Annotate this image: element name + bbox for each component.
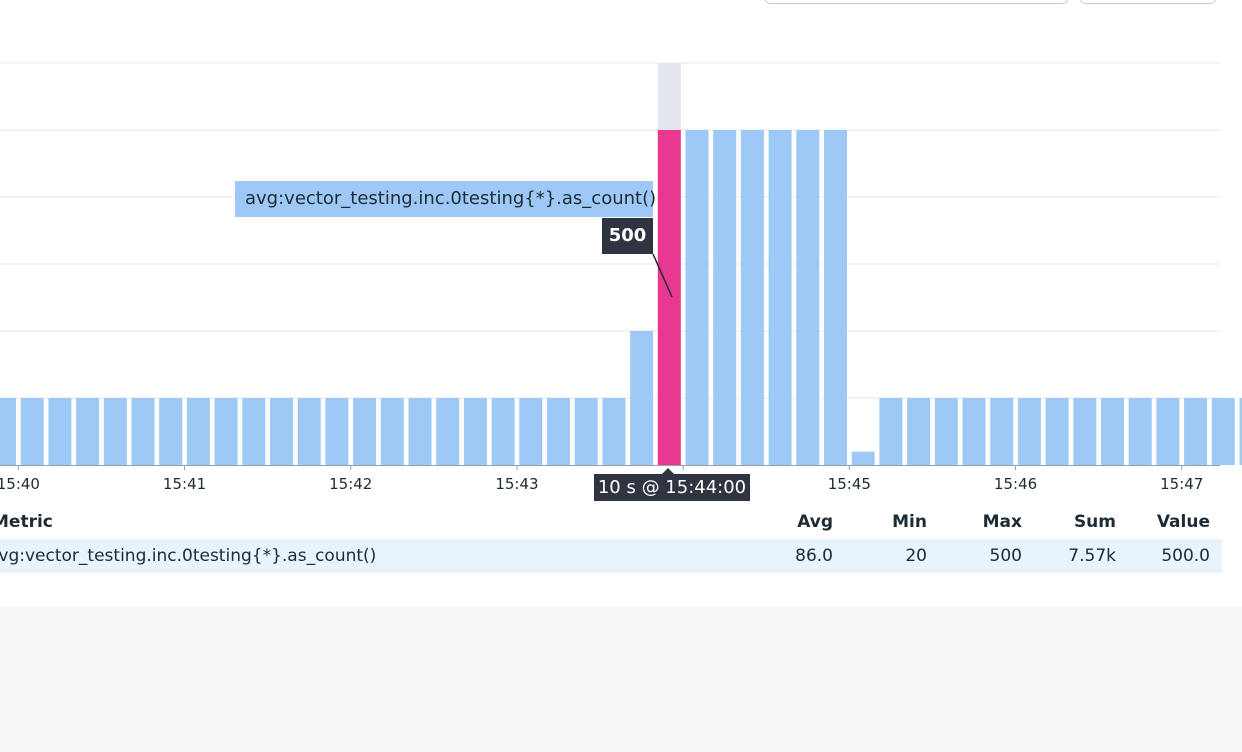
bar[interactable] [159, 398, 183, 465]
legend-row-value: 500.0 [1161, 546, 1210, 566]
bar[interactable] [934, 398, 958, 465]
x-tick-label: 15:45 [828, 475, 871, 493]
bar[interactable] [297, 398, 321, 465]
legend-row-metric: avg:vector_testing.inc.0testing{*}.as_co… [0, 546, 377, 566]
legend-header-sum[interactable]: Sum [1073, 512, 1116, 532]
bar[interactable] [574, 398, 598, 465]
bars [0, 130, 1242, 465]
x-tick-label: 15:43 [495, 475, 538, 493]
bar[interactable] [131, 398, 155, 465]
x-tick-label: 15:42 [329, 475, 372, 493]
bar[interactable] [907, 398, 931, 465]
bar[interactable] [20, 398, 44, 465]
bar[interactable] [408, 398, 432, 465]
legend-header-metric[interactable]: Metric [0, 512, 53, 532]
bar[interactable] [630, 331, 654, 465]
bar[interactable] [851, 451, 875, 465]
bar[interactable] [1101, 398, 1124, 465]
bar[interactable] [1073, 398, 1097, 465]
bar[interactable] [76, 398, 100, 465]
bar[interactable] [48, 398, 72, 465]
bar[interactable] [103, 398, 127, 465]
legend-header-avg[interactable]: Avg [797, 512, 833, 532]
bar[interactable] [713, 130, 737, 465]
bar[interactable] [1239, 398, 1242, 465]
hover-value-tag: 500 [602, 218, 653, 254]
bar[interactable] [1211, 398, 1235, 465]
bar[interactable] [353, 398, 377, 465]
bar[interactable] [547, 398, 570, 465]
bar[interactable] [1045, 398, 1069, 465]
bar[interactable] [824, 130, 847, 465]
bar-highlighted[interactable] [657, 130, 681, 465]
legend-header-value[interactable]: Value [1156, 512, 1210, 532]
bar[interactable] [1128, 398, 1152, 465]
series-name-tag: avg:vector_testing.inc.0testing{*}.as_co… [235, 181, 656, 217]
x-ticks: 15:40 15:41 15:42 15:43 15:45 15:46 15:47 [0, 465, 1203, 493]
bar[interactable] [768, 130, 792, 465]
x-tick-label: 15:40 [0, 475, 40, 493]
bar[interactable] [879, 398, 903, 465]
bar[interactable] [602, 398, 626, 465]
time-tooltip: 10 s @ 15:44:00 [594, 468, 750, 501]
widget-panel: 15:40 15:41 15:42 15:43 15:45 15:46 15:47 avg:… [0, 0, 1242, 573]
bar[interactable] [491, 398, 515, 465]
x-tick-label: 15:46 [994, 475, 1037, 493]
bar[interactable] [0, 398, 16, 465]
legend-header-min[interactable]: Min [892, 512, 927, 532]
bar[interactable] [1156, 398, 1180, 465]
bar[interactable] [463, 398, 487, 465]
bar[interactable] [519, 398, 543, 465]
bar[interactable] [1184, 398, 1208, 465]
legend-row-min: 20 [905, 546, 927, 566]
bar[interactable] [740, 130, 764, 465]
bar[interactable] [1017, 398, 1041, 465]
bar[interactable] [186, 398, 210, 465]
bar[interactable] [214, 398, 238, 465]
legend-header-max[interactable]: Max [982, 512, 1022, 532]
legend-row-avg: 86.0 [795, 546, 833, 566]
bar[interactable] [685, 130, 709, 465]
bar[interactable] [796, 130, 820, 465]
legend-table: Metric Avg Min Max Sum Value avg:vector_… [0, 505, 1222, 573]
bar[interactable] [962, 398, 986, 465]
bar[interactable] [380, 398, 404, 465]
legend-header: Metric Avg Min Max Sum Value [0, 505, 1222, 539]
bar[interactable] [436, 398, 460, 465]
bar[interactable] [242, 398, 266, 465]
legend-row-sum: 7.57k [1068, 546, 1116, 566]
x-tick-label: 15:47 [1160, 475, 1203, 493]
bar-chart[interactable]: 15:40 15:41 15:42 15:43 15:45 15:46 15:47 [0, 0, 1242, 505]
bar[interactable] [325, 398, 349, 465]
legend-row-max: 500 [989, 546, 1022, 566]
x-tick-label: 15:41 [163, 475, 206, 493]
bar[interactable] [990, 398, 1014, 465]
value-pointer-line [652, 253, 673, 298]
legend-row[interactable]: avg:vector_testing.inc.0testing{*}.as_co… [0, 539, 1222, 573]
bar[interactable] [270, 398, 293, 465]
